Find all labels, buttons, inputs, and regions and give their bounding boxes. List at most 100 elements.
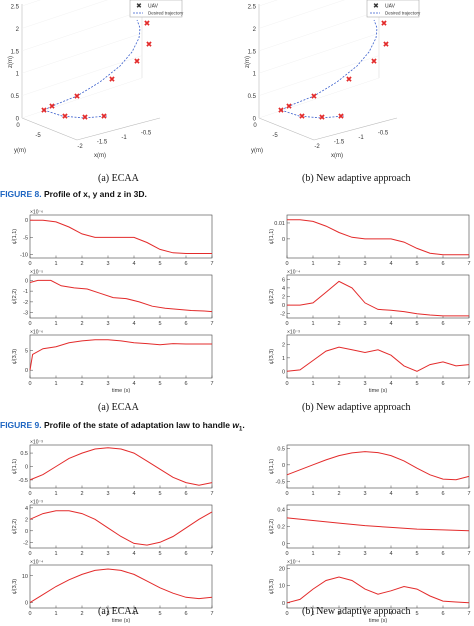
x-tick-label: 1 (54, 381, 57, 387)
y-tick-label: 0 (253, 123, 257, 129)
x-axis-label: x(m) (331, 153, 343, 159)
x-tick-label: 3 (363, 381, 366, 387)
series-line (29, 279, 213, 313)
y-tick-label: -10 (20, 253, 28, 259)
x-axis-label: x(m) (94, 153, 106, 159)
x-tick-label: 5 (158, 321, 161, 327)
x-axis-label: time (s) (112, 388, 131, 394)
x-tick-label: 0 (28, 381, 31, 387)
x-tick-label: 4 (132, 551, 135, 557)
x-tick-label: 3 (106, 321, 109, 327)
x-tick-label: 2 (337, 551, 340, 557)
y-tick-label: 1 (282, 356, 285, 362)
x-axis-label: time (s) (369, 618, 388, 624)
x-tick-label: 3 (363, 551, 366, 557)
fig9-caption-symbol: w (232, 420, 240, 430)
x-tick-label: -0.5 (141, 131, 152, 137)
plot-fig10-a-3: 0 10 0 1 2 3 4 5 6 7 time (s) ×10⁻⁴ ψ̂(3,3) (12, 560, 214, 625)
fig8-plots: 0 0.5 1 1.5 2 2.5 z(m) -2 -1.5 -1 -0.5 x(m) 0 -5 y(m) ✖… (8, 0, 421, 159)
fig8-plot-a: 0 0.5 1 1.5 2 2.5 z(m) -2 -1.5 -1 -0.5 x(m) 0 -5 y(m) ✖… (8, 0, 184, 159)
uav-marker: ✖ (109, 75, 116, 84)
y-axis-label: ψ̂(1,1) (12, 459, 18, 474)
plot-frame (29, 274, 213, 319)
x-tick-label: 0 (285, 491, 288, 497)
x-tick-label: 4 (389, 611, 392, 617)
y-tick-label: 6 (282, 277, 285, 283)
z-tick-label: 0.5 (11, 94, 20, 100)
x-tick-label: 2 (80, 321, 83, 327)
x-tick-label: 1 (311, 551, 314, 557)
uav-marker: ✖ (371, 57, 378, 66)
y-tick-label: 10 (279, 584, 285, 590)
x-tick-label: 2 (337, 321, 340, 327)
y-axis-label: ψ̂(3,3) (269, 349, 275, 364)
x-axis-label: time (s) (112, 618, 131, 624)
x-tick-label: 6 (184, 381, 187, 387)
x-tick-label: 4 (389, 321, 392, 327)
x-tick-label: 4 (389, 261, 392, 267)
fig8-caption-b: (b) New adaptive approach (302, 173, 411, 184)
fig9-caption: Profile of the state of adaptation law t… (43, 420, 231, 430)
x-tick-label: 2 (80, 261, 83, 267)
x-tick-label: 0 (28, 551, 31, 557)
fig9-title: FIGURE 9. Profile of the state of adapta… (0, 420, 245, 433)
y-tick-label: 0.2 (277, 525, 285, 531)
x-tick-label: 7 (210, 261, 213, 267)
uav-marker: ✖ (346, 75, 353, 84)
x-tick-label: 3 (106, 551, 109, 557)
y-tick-label: 0 (25, 529, 28, 535)
exponent-label: ×10⁻³ (30, 440, 43, 446)
desired-trajectory (280, 19, 378, 119)
x-tick-label: 3 (363, 321, 366, 327)
y-tick-label: 0 (25, 278, 28, 284)
x-tick-label: 5 (158, 551, 161, 557)
x-tick-label: 3 (106, 491, 109, 497)
x-tick-label: 3 (106, 261, 109, 267)
y-tick-label: 2 (282, 342, 285, 348)
y-tick-label: 0 (16, 123, 20, 129)
y-tick-label: 0 (282, 237, 285, 243)
exponent-label: ×10⁻³ (30, 500, 43, 506)
series-line (29, 447, 213, 486)
x-tick-label: 6 (441, 381, 444, 387)
x-tick-label: 5 (415, 551, 418, 557)
x-tick-label: -0.5 (378, 131, 389, 137)
y-axis-label: ψ̂(2,2) (269, 519, 275, 534)
x-tick-label: 5 (415, 491, 418, 497)
x-tick-label: 3 (363, 611, 366, 617)
grid-line (258, 77, 380, 119)
exponent-label: ×10⁻³ (287, 330, 300, 336)
uav-marker: ✖ (144, 19, 151, 28)
series-line (29, 568, 213, 604)
z-tick-label: 1 (253, 72, 257, 78)
uav-marker: ✖ (299, 112, 306, 121)
plot-fig10-a-1: 0.5 0 -0.5 0 1 2 3 4 5 6 7 ×10⁻³ ψ̂(1,1) (12, 440, 214, 498)
x-tick-label: 6 (441, 551, 444, 557)
y-tick-label: 0.5 (277, 446, 285, 452)
y-tick-label: -0.5 (19, 478, 28, 484)
uav-marker: ✖ (146, 40, 153, 49)
x-tick-label: -1.5 (334, 140, 345, 146)
grid-line (258, 0, 278, 7)
x-tick-label: 7 (467, 261, 470, 267)
z-tick-label: 1.5 (11, 49, 20, 55)
exponent-label: ×10⁻⁴ (287, 270, 300, 276)
y-tick-label: -2 (23, 540, 28, 546)
x-tick-label: -1.5 (97, 140, 108, 146)
uav-marker: ✖ (49, 102, 56, 111)
y-tick-label: -1 (23, 289, 28, 295)
x-tick-label: 0 (28, 491, 31, 497)
exponent-label: ×10⁻⁴ (287, 560, 300, 566)
x-tick-label: 2 (337, 491, 340, 497)
y-tick-label: -5 (35, 133, 41, 139)
grid-line (21, 0, 108, 29)
z-tick-label: 2 (16, 27, 20, 33)
x-tick-label: 5 (158, 261, 161, 267)
series-line (286, 451, 470, 481)
x-tick-label: 2 (80, 491, 83, 497)
x-tick-label: -1 (121, 135, 127, 141)
x-tick-label: 5 (158, 491, 161, 497)
x-tick-label: 1 (311, 261, 314, 267)
y-tick-label: 0 (282, 463, 285, 469)
z-axis-label: z(m) (245, 56, 251, 68)
